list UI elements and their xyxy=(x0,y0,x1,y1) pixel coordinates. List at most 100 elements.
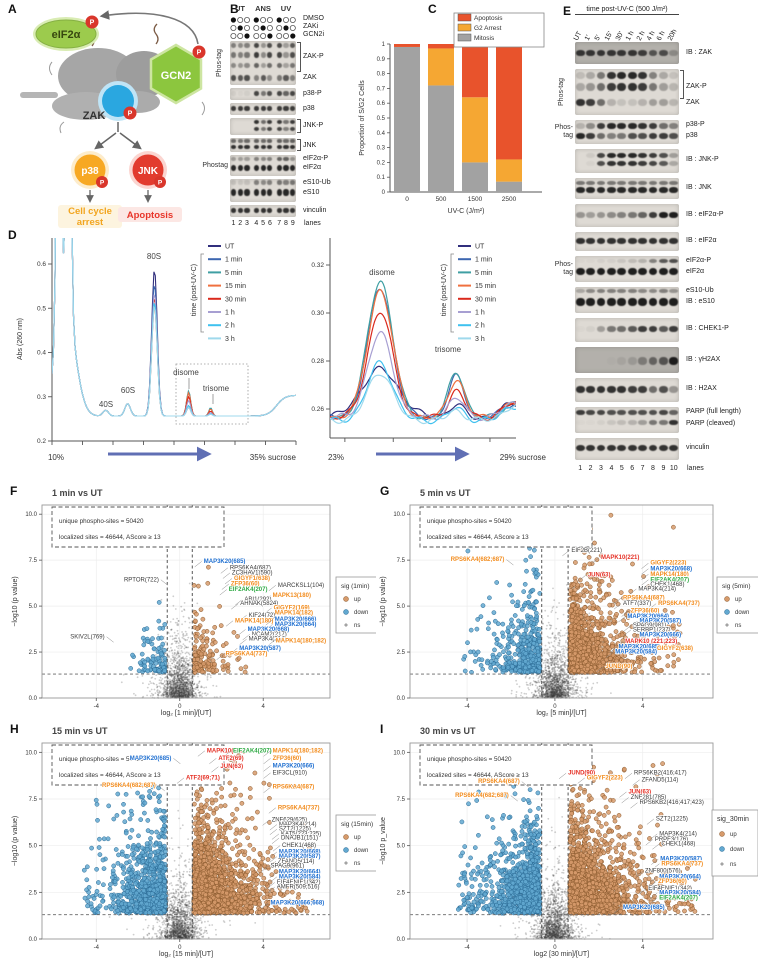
panel-letter-g: G xyxy=(380,484,390,498)
svg-text:0.2: 0.2 xyxy=(377,160,386,166)
svg-text:0.6: 0.6 xyxy=(37,261,46,268)
lane-number: 4 xyxy=(609,465,614,472)
svg-text:60S: 60S xyxy=(121,386,135,395)
lane-number: 9 xyxy=(661,465,666,472)
svg-text:MAPK14(182): MAPK14(182) xyxy=(275,610,313,616)
timepoint-label: 1 h xyxy=(625,30,636,42)
phospho-badge-label: P xyxy=(128,111,133,118)
svg-text:35% sucrose: 35% sucrose xyxy=(250,453,297,462)
nascent-chain-squiggle-2 xyxy=(153,23,159,45)
blot-strips: IB : ZAK Phos-tag ZAK-P ZAK Phos-tag p38-P p38… xyxy=(554,42,758,460)
svg-text:UT: UT xyxy=(475,244,485,251)
svg-text:0.5: 0.5 xyxy=(377,116,386,122)
svg-text:down: down xyxy=(354,610,368,616)
blot-image xyxy=(575,149,679,173)
blot-strip-row: IB : JNK xyxy=(558,178,758,199)
arrow-to-p38 xyxy=(94,132,117,150)
phospho-badge-label: P xyxy=(90,20,95,27)
phospho-badge-icon xyxy=(96,176,108,188)
annotations: EIF2B(221)RPS6KA4(682;687) MAPK10(221)JUN… xyxy=(450,547,700,673)
svg-text:G2 Arrest: G2 Arrest xyxy=(474,25,502,32)
absorbance-curves xyxy=(52,238,296,417)
band-label: eIF2α xyxy=(686,267,705,275)
lane-number: 3 xyxy=(599,465,603,472)
svg-text:time (post-UV-C): time (post-UV-C) xyxy=(191,264,198,316)
blot-image xyxy=(575,178,679,199)
svg-text:MAP3K20(668): MAP3K20(668) xyxy=(248,627,290,633)
motion-dash xyxy=(59,121,65,134)
lane-number: 3 xyxy=(245,220,249,227)
band-label: JNK-P xyxy=(303,121,324,129)
svg-text:30 min: 30 min xyxy=(475,296,496,303)
svg-text:0.4: 0.4 xyxy=(37,350,46,357)
blot-strip-row: p38 xyxy=(216,103,352,115)
timecourse-title: time post-UV-C (500 J/m²) xyxy=(575,6,679,15)
gcn2-hexagon xyxy=(149,43,203,105)
svg-text:1 h: 1 h xyxy=(475,310,485,317)
svg-text:-4: -4 xyxy=(94,704,100,710)
svg-text:AHNAK(5824): AHNAK(5824) xyxy=(240,601,278,607)
svg-text:2.5: 2.5 xyxy=(29,650,38,656)
svg-text:500: 500 xyxy=(436,196,447,203)
ns-points xyxy=(108,779,257,940)
svg-text:Abs (260 nm): Abs (260 nm) xyxy=(17,318,24,360)
panel-letter-a: A xyxy=(8,2,17,16)
svg-text:3 h: 3 h xyxy=(475,336,485,343)
svg-text:23%: 23% xyxy=(328,453,344,462)
panel-letter-d: D xyxy=(8,228,17,242)
band-bracket xyxy=(297,119,301,133)
svg-text:15 min: 15 min xyxy=(475,283,496,290)
down-points xyxy=(128,600,168,675)
svg-text:KIF24(72): KIF24(72) xyxy=(249,613,276,619)
blot-strip-row: eS10-Ub eS10 xyxy=(216,179,352,202)
apoptosis-bg xyxy=(118,207,182,222)
timepoint-label: 4 h xyxy=(645,30,657,42)
timepoint-label: 5' xyxy=(593,34,603,42)
timepoint-label: 30' xyxy=(614,30,626,42)
blot-strip-row: Phos-tag ZAK-P ZAK xyxy=(558,69,758,115)
svg-text:disome: disome xyxy=(369,268,395,277)
band-label: eIF2α-P xyxy=(686,256,712,264)
svg-text:ABI1(292): ABI1(292) xyxy=(244,597,271,603)
svg-text:0.9: 0.9 xyxy=(377,57,386,63)
dot-matrix-svg xyxy=(230,17,296,39)
timepoint-label: 2 h xyxy=(635,30,647,42)
svg-text:ZFP36(60): ZFP36(60) xyxy=(231,582,260,588)
svg-text:0.5: 0.5 xyxy=(37,305,46,312)
svg-text:0.2: 0.2 xyxy=(37,438,46,445)
svg-text:MAPK14(180): MAPK14(180) xyxy=(235,618,273,624)
gcn2-label: GCN2 xyxy=(161,70,192,82)
svg-text:29% sucrose: 29% sucrose xyxy=(500,453,547,462)
svg-text:5 min: 5 min xyxy=(225,270,242,277)
panel-b-western-blot: UT ANS UV DMSO ZAKi GCN2i Phos-tag ZAK-P ZAK p3… xyxy=(202,4,352,230)
cell-cycle-arrest-label: Cell cycle xyxy=(68,206,112,217)
svg-text:MARCKSL1(104): MARCKSL1(104) xyxy=(278,583,324,589)
svg-text:0.0: 0.0 xyxy=(29,696,38,702)
condition-header: UT ANS UV xyxy=(216,4,352,15)
blot-strip-row: Phostag eIF2α-P eIF2α xyxy=(202,155,352,176)
svg-text:localized sites = 46644, AScor: localized sites = 46644, AScore ≥ 13 xyxy=(59,534,161,541)
blot-image xyxy=(575,204,679,227)
phospho-badge-label: P xyxy=(100,180,105,187)
annotations: MAP3K20(685)RPS6KA4(687)ZC3HAV1(590) RPTO… xyxy=(70,558,327,660)
band-label: IB : H2AX xyxy=(686,385,717,393)
phostag-label: Phostag xyxy=(202,162,228,170)
blot-image xyxy=(575,318,679,342)
arrow-to-jnk xyxy=(119,132,142,150)
lane-number: 1 xyxy=(231,220,236,227)
lane-number: 6 xyxy=(267,220,272,227)
panel-d-polysome-profile-full: 0.2 0.3 0.4 0.5 0.6 Abs (260 nm) 40S 60S 80S diso… xyxy=(17,238,297,462)
svg-text:1: 1 xyxy=(382,42,386,48)
treatment-dot-matrix: DMSO ZAKi GCN2i xyxy=(216,15,352,41)
svg-text:80S: 80S xyxy=(147,252,161,261)
svg-text:1 min: 1 min xyxy=(225,257,242,264)
phos-tag-label: Phos-tag xyxy=(554,123,573,139)
svg-text:MAP3K20(685): MAP3K20(685) xyxy=(204,559,246,565)
panel-letter-h: H xyxy=(10,722,19,736)
blot-strip-row: IB : γH2AX xyxy=(558,347,758,373)
svg-text:time (post-UV-C): time (post-UV-C) xyxy=(441,264,448,316)
svg-text:10%: 10% xyxy=(48,453,64,462)
lane-number: 4 xyxy=(254,220,259,227)
